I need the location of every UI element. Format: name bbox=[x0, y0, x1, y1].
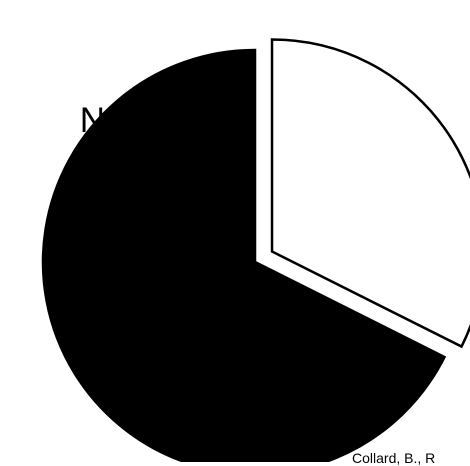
pie-slices bbox=[41, 38, 470, 462]
slice-label-line-1: Non-DV bbox=[80, 101, 205, 140]
pie-slice-non-dv-related bbox=[270, 38, 470, 349]
pie-slice-remaining bbox=[41, 48, 447, 462]
slice-value-label: 32.4% bbox=[92, 191, 194, 232]
slice-label-line-2: related bbox=[88, 145, 195, 184]
pie-labels: Non-DV related 32.4% bbox=[80, 101, 205, 232]
source-footnote: Collard, B., R bbox=[352, 450, 436, 466]
